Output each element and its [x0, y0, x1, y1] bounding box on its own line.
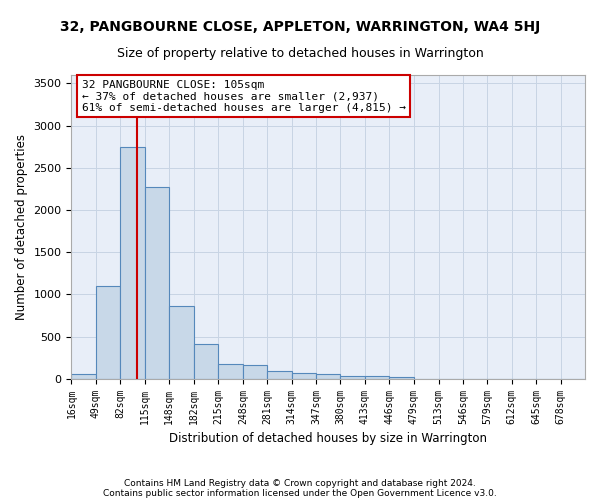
X-axis label: Distribution of detached houses by size in Warrington: Distribution of detached houses by size … — [169, 432, 487, 445]
Bar — [145, 187, 169, 378]
Bar — [267, 371, 292, 378]
Text: 32 PANGBOURNE CLOSE: 105sqm
← 37% of detached houses are smaller (2,937)
61% of : 32 PANGBOURNE CLOSE: 105sqm ← 37% of det… — [82, 80, 406, 113]
Bar — [292, 373, 316, 378]
Bar — [71, 374, 96, 378]
Bar — [218, 364, 243, 378]
Bar — [243, 365, 267, 378]
Text: Contains public sector information licensed under the Open Government Licence v3: Contains public sector information licen… — [103, 488, 497, 498]
Text: Contains HM Land Registry data © Crown copyright and database right 2024.: Contains HM Land Registry data © Crown c… — [124, 478, 476, 488]
Y-axis label: Number of detached properties: Number of detached properties — [15, 134, 28, 320]
Bar — [365, 376, 389, 378]
Text: Size of property relative to detached houses in Warrington: Size of property relative to detached ho… — [116, 48, 484, 60]
Bar — [169, 306, 194, 378]
Bar — [96, 286, 120, 378]
Bar — [340, 376, 365, 378]
Text: 32, PANGBOURNE CLOSE, APPLETON, WARRINGTON, WA4 5HJ: 32, PANGBOURNE CLOSE, APPLETON, WARRINGT… — [60, 20, 540, 34]
Bar — [316, 374, 340, 378]
Bar — [389, 377, 413, 378]
Bar — [194, 344, 218, 378]
Bar — [120, 146, 145, 378]
